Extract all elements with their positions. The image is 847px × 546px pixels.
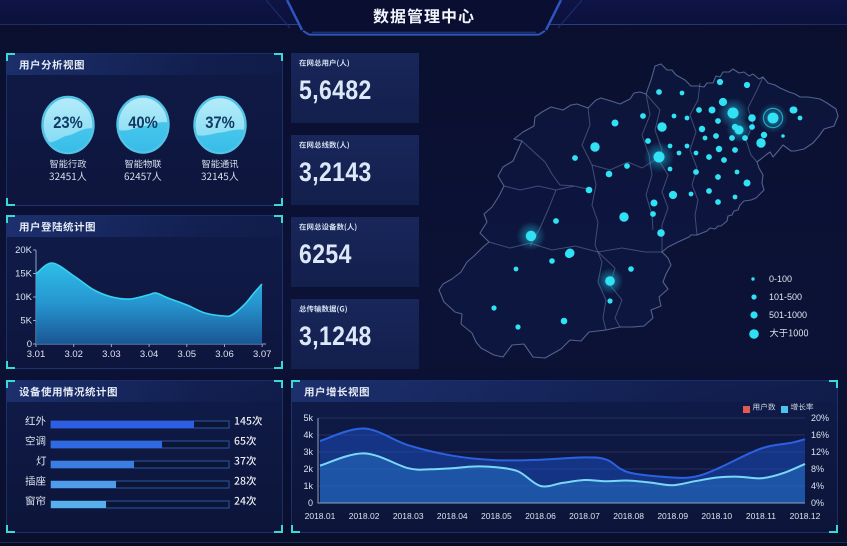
svg-text:3.07: 3.07 bbox=[253, 349, 272, 360]
svg-text:2018.01: 2018.01 bbox=[305, 511, 336, 521]
svg-text:10K: 10K bbox=[15, 292, 33, 303]
svg-text:0%: 0% bbox=[811, 498, 824, 508]
svg-text:2018.08: 2018.08 bbox=[613, 511, 644, 521]
svg-text:3.04: 3.04 bbox=[140, 349, 159, 360]
svg-text:0: 0 bbox=[27, 339, 32, 350]
svg-text:0: 0 bbox=[308, 498, 313, 508]
svg-text:2018.07: 2018.07 bbox=[569, 511, 600, 521]
svg-text:2018.02: 2018.02 bbox=[349, 511, 380, 521]
svg-text:2018.06: 2018.06 bbox=[525, 511, 556, 521]
svg-text:2018.09: 2018.09 bbox=[657, 511, 688, 521]
svg-text:3k: 3k bbox=[303, 447, 313, 457]
svg-text:8%: 8% bbox=[811, 464, 824, 474]
svg-text:2018.10: 2018.10 bbox=[701, 511, 732, 521]
svg-text:4%: 4% bbox=[811, 481, 824, 491]
svg-text:2k: 2k bbox=[303, 464, 313, 474]
svg-text:3.02: 3.02 bbox=[64, 349, 83, 360]
svg-text:15K: 15K bbox=[15, 269, 33, 280]
svg-text:20%: 20% bbox=[811, 413, 829, 423]
svg-text:12%: 12% bbox=[811, 447, 829, 457]
svg-text:3.03: 3.03 bbox=[102, 349, 121, 360]
svg-text:2018.12: 2018.12 bbox=[790, 511, 821, 521]
svg-text:3.01: 3.01 bbox=[27, 349, 46, 360]
svg-text:16%: 16% bbox=[811, 430, 829, 440]
svg-text:2018.04: 2018.04 bbox=[437, 511, 468, 521]
svg-text:4k: 4k bbox=[303, 430, 313, 440]
svg-text:1k: 1k bbox=[303, 481, 313, 491]
svg-text:2018.11: 2018.11 bbox=[746, 511, 776, 521]
svg-text:2018.03: 2018.03 bbox=[393, 511, 424, 521]
svg-text:2018.05: 2018.05 bbox=[481, 511, 512, 521]
svg-text:3.06: 3.06 bbox=[215, 349, 234, 360]
svg-text:5K: 5K bbox=[20, 316, 32, 327]
svg-text:20K: 20K bbox=[15, 245, 33, 256]
svg-text:3.05: 3.05 bbox=[178, 349, 197, 360]
svg-text:5k: 5k bbox=[303, 413, 313, 423]
